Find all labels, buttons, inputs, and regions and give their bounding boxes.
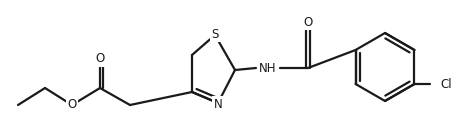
Text: S: S [211, 28, 218, 40]
Text: N: N [213, 97, 222, 111]
Text: NH: NH [259, 61, 276, 75]
Text: Cl: Cl [439, 78, 451, 90]
Text: O: O [95, 53, 104, 65]
Text: O: O [303, 16, 312, 28]
Text: O: O [67, 99, 76, 111]
